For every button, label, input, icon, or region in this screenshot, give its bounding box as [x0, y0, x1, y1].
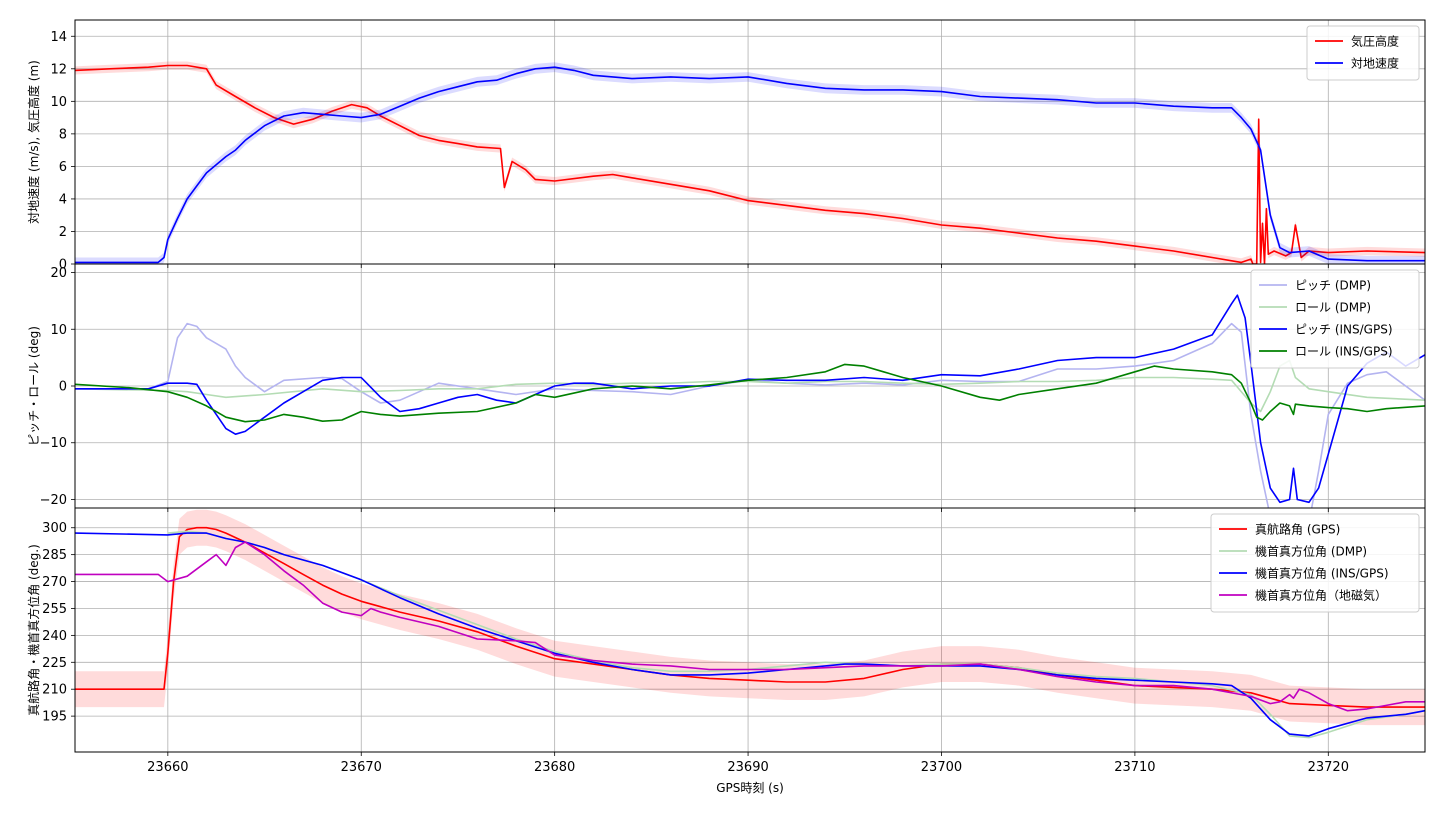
x-tick-label: 23720 — [1308, 760, 1349, 775]
legend-label: ロール (DMP) — [1295, 301, 1371, 315]
y-tick-label: 12 — [50, 62, 67, 77]
series-line — [75, 532, 1425, 737]
legend-label: 機首真方位角（地磁気） — [1255, 588, 1387, 603]
legend: ピッチ (DMP) ロール (DMP) ピッチ (INS/GPS) ロール (INS/… — [1250, 269, 1420, 369]
y-tick-label: 210 — [42, 683, 67, 698]
series-band — [75, 509, 1425, 726]
y-tick-label: 270 — [42, 575, 67, 590]
y-tick-label: 4 — [59, 192, 67, 207]
y-tick-label: 20 — [50, 266, 67, 281]
series-line — [75, 66, 1425, 264]
series-line — [75, 64, 1425, 264]
series-line — [75, 541, 1425, 712]
series-line — [75, 359, 1425, 413]
series-1-2 — [75, 62, 1425, 264]
y-tick-label: 14 — [50, 30, 67, 45]
series-3-4 — [75, 541, 1425, 712]
y-tick-label: 0 — [59, 380, 67, 395]
series-2-4 — [75, 363, 1425, 423]
y-tick-label: 300 — [42, 521, 67, 536]
y-tick-label: 225 — [42, 656, 67, 671]
y-tick-label: 240 — [42, 629, 67, 644]
series-3-3 — [75, 532, 1425, 737]
y-tick-label: 10 — [50, 95, 67, 110]
y-tick-label: 255 — [42, 602, 67, 617]
x-tick-label: 23710 — [1114, 760, 1155, 775]
series-2-3 — [75, 294, 1425, 504]
legend-label: 機首真方位角 (DMP) — [1255, 544, 1367, 559]
y-axis-label: 真航路角・機首真方位角 (deg.) — [26, 544, 41, 716]
x-tick-label: 23680 — [534, 760, 575, 775]
series-line — [75, 294, 1425, 504]
y-tick-label: 6 — [59, 160, 67, 175]
series-1-1 — [75, 61, 1425, 264]
y-tick-label: 285 — [42, 548, 67, 563]
series-line — [75, 363, 1425, 423]
series-3-1 — [75, 509, 1425, 726]
series-2-2 — [75, 359, 1425, 413]
x-axis-label: GPS時刻 (s) — [716, 781, 784, 795]
legend-label: 真航路角 (GPS) — [1255, 522, 1340, 537]
y-tick-label: −20 — [40, 493, 67, 508]
y-axis-label: ピッチ・ロール (deg) — [27, 326, 41, 446]
x-tick-label: 23660 — [147, 760, 188, 775]
x-tick-label: 23690 — [727, 760, 768, 775]
y-axis-label: 対地速度 (m/s), 気圧高度 (m) — [26, 60, 41, 224]
legend-label: 気圧高度 — [1351, 34, 1399, 49]
legend-label: ピッチ (DMP) — [1295, 279, 1371, 293]
legend: 真航路角 (GPS) 機首真方位角 (DMP) 機首真方位角 (INS/GPS) 機首… — [1210, 513, 1420, 613]
legend-label: ピッチ (INS/GPS) — [1295, 323, 1393, 337]
y-tick-label: 10 — [50, 323, 67, 338]
axes-frame — [74, 507, 1426, 753]
y-tick-label: 195 — [42, 710, 67, 725]
x-tick-label: 23700 — [921, 760, 962, 775]
series-line — [75, 526, 1425, 708]
legend-label: 機首真方位角 (INS/GPS) — [1255, 566, 1389, 581]
x-tick-label: 23670 — [341, 760, 382, 775]
legend-label: 対地速度 — [1351, 56, 1399, 71]
y-tick-label: −10 — [40, 436, 67, 451]
y-tick-label: 8 — [59, 127, 67, 142]
y-tick-label: 2 — [59, 225, 67, 240]
legend-label: ロール (INS/GPS) — [1295, 345, 1393, 359]
y-tick-label: 0 — [59, 258, 67, 273]
